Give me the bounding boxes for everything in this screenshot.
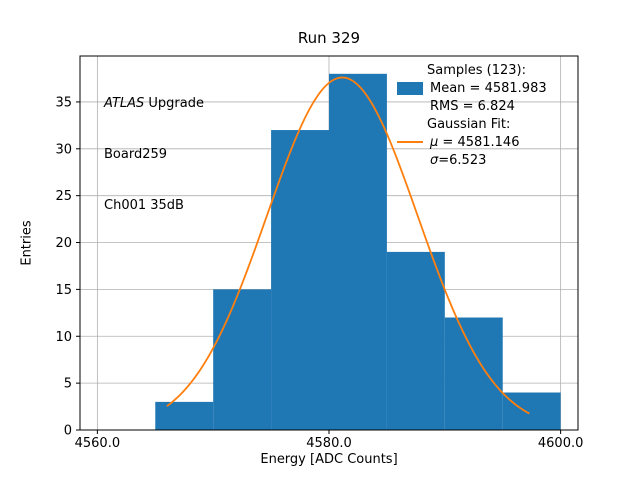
y-tick-label: 5 <box>64 377 72 392</box>
legend-mu-value: = 4581.146 <box>438 134 520 150</box>
annotation-line-1: ATLAS Upgrade <box>104 95 204 112</box>
annotation-line-3: Ch001 35dB <box>104 198 184 213</box>
histogram-legend-swatch <box>397 81 423 95</box>
legend-samples-header: Samples (123): <box>427 62 526 78</box>
legend-mean-label: Mean = 4581.983 <box>430 80 547 96</box>
legend-mu-symbol: μ <box>430 134 439 150</box>
legend-sigma-entry: σ =6.523 <box>397 151 547 169</box>
y-tick-label: 35 <box>55 95 72 110</box>
histogram-bar <box>502 392 561 430</box>
y-tick-label: 20 <box>55 236 72 251</box>
legend-mu-entry: μ = 4581.146 <box>397 133 547 151</box>
x-axis-label: Energy [ADC Counts] <box>260 452 398 467</box>
legend-mean-entry: Mean = 4581.983 <box>397 79 547 97</box>
legend-rms-label: RMS = 6.824 <box>430 98 515 114</box>
legend: Samples (123): Mean = 4581.983 RMS = 6.8… <box>397 61 547 169</box>
legend-sigma-value: =6.523 <box>438 152 487 168</box>
chart-title: Run 329 <box>297 29 361 47</box>
plot-annotation: ATLAS Upgrade Board259 Ch001 35dB <box>104 61 204 248</box>
histogram-bar <box>329 73 387 430</box>
histogram-bar <box>213 289 272 430</box>
histogram-bar <box>155 401 214 430</box>
histogram-bar <box>386 251 445 430</box>
x-tick-label: 4580.0 <box>306 436 352 451</box>
histogram-bar <box>271 130 329 431</box>
y-tick-label: 0 <box>64 424 72 439</box>
y-axis-label: Entries <box>19 220 35 266</box>
histogram-bar <box>444 317 503 430</box>
legend-sigma-symbol: σ <box>430 152 439 168</box>
fit-legend-swatch <box>397 141 423 143</box>
legend-fit-header: Gaussian Fit: <box>427 116 511 132</box>
y-tick-label: 25 <box>55 189 72 204</box>
x-tick-label: 4560.0 <box>75 436 121 451</box>
annotation-atlas: ATLAS <box>104 96 145 111</box>
y-tick-label: 15 <box>55 283 72 298</box>
gaussian-fit-curve <box>166 76 530 415</box>
annotation-line-2: Board259 <box>104 147 168 162</box>
x-tick-label: 4600.0 <box>538 436 584 451</box>
y-tick-label: 30 <box>55 142 72 157</box>
annotation-upgrade: Upgrade <box>144 96 204 111</box>
y-tick-label: 10 <box>55 330 72 345</box>
